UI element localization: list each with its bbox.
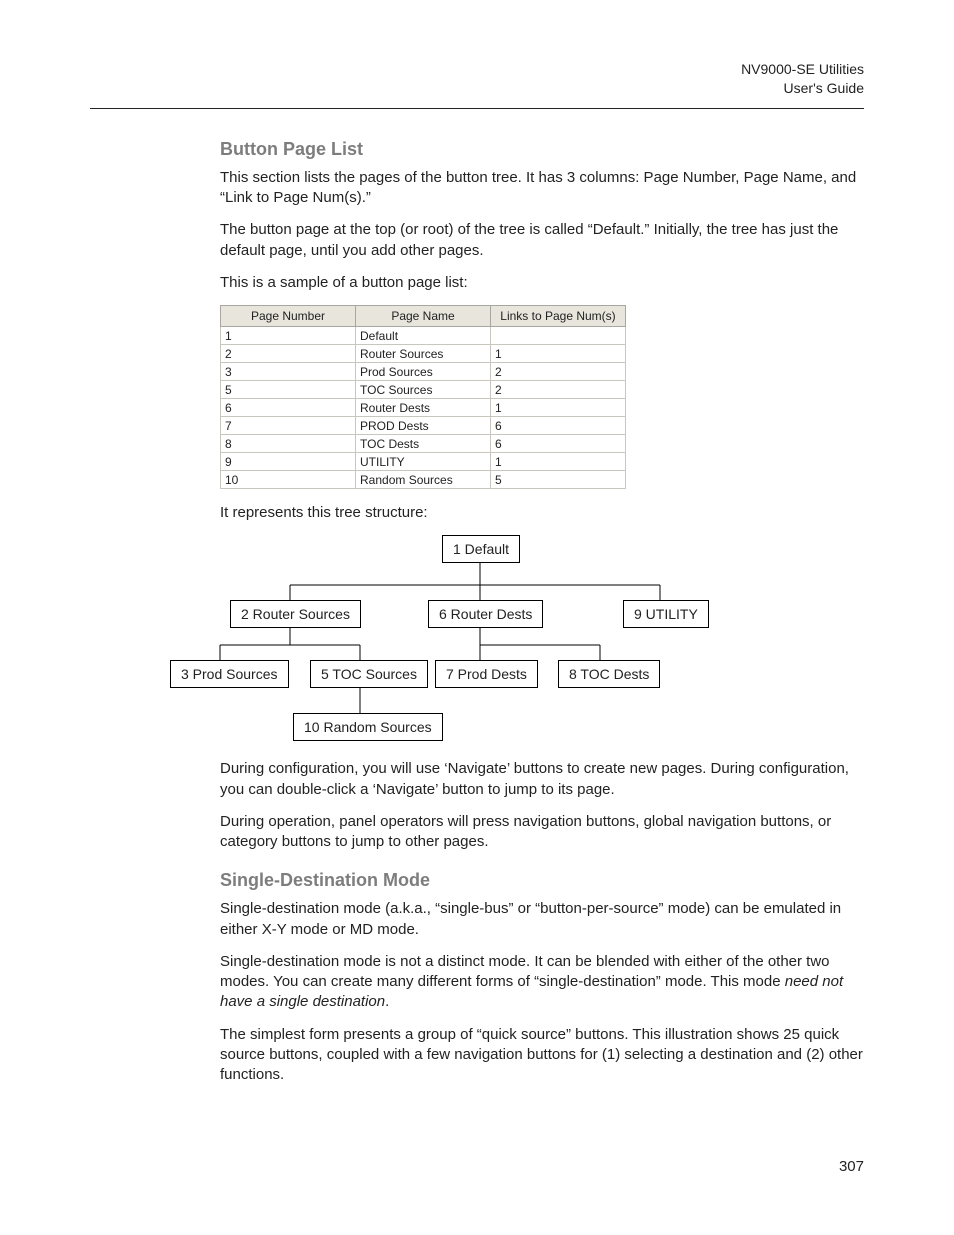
page-number: 307 xyxy=(839,1158,864,1175)
page: NV9000-SE Utilities User's Guide Button … xyxy=(0,0,954,1235)
tree-node: 1 Default xyxy=(442,535,520,563)
cell: 6 xyxy=(491,417,626,435)
cell xyxy=(491,327,626,345)
tree-node: 9 UTILITY xyxy=(623,600,709,628)
cell: 1 xyxy=(491,399,626,417)
tree-node: 3 Prod Sources xyxy=(170,660,289,688)
table-row: 6Router Dests1 xyxy=(221,399,626,417)
button-page-list-table: Page Number Page Name Links to Page Num(… xyxy=(220,305,864,489)
cell: 9 xyxy=(221,453,356,471)
cell: 5 xyxy=(221,381,356,399)
cell: 5 xyxy=(491,471,626,489)
cell: 2 xyxy=(491,381,626,399)
tree-node: 6 Router Dests xyxy=(428,600,543,628)
cell: 2 xyxy=(221,345,356,363)
tree-connectors xyxy=(180,535,740,745)
cell: UTILITY xyxy=(356,453,491,471)
header-rule xyxy=(90,108,864,109)
tree-node: 7 Prod Dests xyxy=(435,660,538,688)
paragraph: It represents this tree structure: xyxy=(220,503,864,523)
text-run: Single-destination mode is not a distinc… xyxy=(220,953,830,990)
cell: 3 xyxy=(221,363,356,381)
tree-node: 10 Random Sources xyxy=(293,713,443,741)
cell: 7 xyxy=(221,417,356,435)
table-row: 9UTILITY1 xyxy=(221,453,626,471)
cell: TOC Sources xyxy=(356,381,491,399)
cell: Router Dests xyxy=(356,399,491,417)
cell: 1 xyxy=(491,345,626,363)
paragraph: The simplest form presents a group of “q… xyxy=(220,1025,864,1086)
cell: 8 xyxy=(221,435,356,453)
header-product: NV9000-SE Utilities xyxy=(90,60,864,79)
paragraph: During configuration, you will use ‘Navi… xyxy=(220,759,864,800)
cell: Random Sources xyxy=(356,471,491,489)
paragraph: This section lists the pages of the butt… xyxy=(220,168,864,209)
paragraph: Single-destination mode (a.k.a., “single… xyxy=(220,899,864,940)
cell: 1 xyxy=(221,327,356,345)
col-header: Page Number xyxy=(221,306,356,327)
section-title-single-destination: Single-Destination Mode xyxy=(220,870,864,891)
cell: 6 xyxy=(491,435,626,453)
tree-node: 8 TOC Dests xyxy=(558,660,660,688)
sample-table: Page Number Page Name Links to Page Num(… xyxy=(220,305,626,489)
table-row: 3Prod Sources2 xyxy=(221,363,626,381)
cell: 6 xyxy=(221,399,356,417)
table-row: 10Random Sources5 xyxy=(221,471,626,489)
cell: Router Sources xyxy=(356,345,491,363)
cell: 1 xyxy=(491,453,626,471)
paragraph: Single-destination mode is not a distinc… xyxy=(220,952,864,1013)
section-title-button-page-list: Button Page List xyxy=(220,139,864,160)
tree-node: 2 Router Sources xyxy=(230,600,361,628)
cell: 2 xyxy=(491,363,626,381)
table-row: 5TOC Sources2 xyxy=(221,381,626,399)
table-row: 2Router Sources1 xyxy=(221,345,626,363)
cell: Default xyxy=(356,327,491,345)
content-column: Button Page List This section lists the … xyxy=(220,139,864,1086)
running-header: NV9000-SE Utilities User's Guide xyxy=(90,60,864,98)
table-row: 1Default xyxy=(221,327,626,345)
cell: PROD Dests xyxy=(356,417,491,435)
paragraph: During operation, panel operators will p… xyxy=(220,812,864,853)
table-body: 1Default 2Router Sources1 3Prod Sources2… xyxy=(221,327,626,489)
cell: Prod Sources xyxy=(356,363,491,381)
cell: 10 xyxy=(221,471,356,489)
table-header-row: Page Number Page Name Links to Page Num(… xyxy=(221,306,626,327)
table-row: 7PROD Dests6 xyxy=(221,417,626,435)
tree-diagram: 1 Default 2 Router Sources 6 Router Dest… xyxy=(180,535,740,745)
tree-node: 5 TOC Sources xyxy=(310,660,428,688)
table-row: 8TOC Dests6 xyxy=(221,435,626,453)
col-header: Page Name xyxy=(356,306,491,327)
text-run: . xyxy=(385,993,389,1010)
col-header: Links to Page Num(s) xyxy=(491,306,626,327)
paragraph: The button page at the top (or root) of … xyxy=(220,220,864,261)
header-doc: User's Guide xyxy=(90,79,864,98)
cell: TOC Dests xyxy=(356,435,491,453)
paragraph: This is a sample of a button page list: xyxy=(220,273,864,293)
